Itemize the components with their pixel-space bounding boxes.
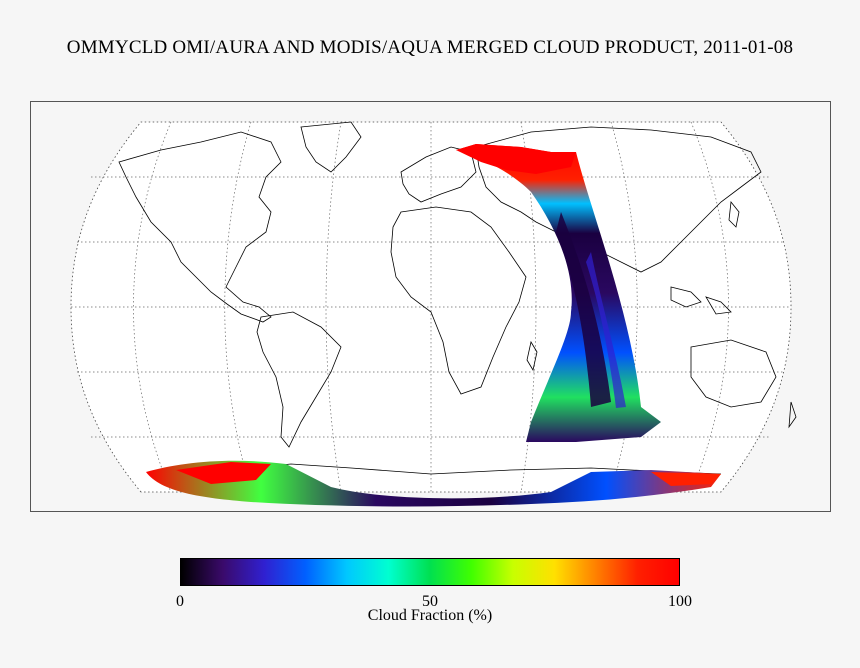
colorbar-tick-mid: 50 [422, 593, 438, 610]
world-map [70, 121, 797, 507]
map-title: OMMYCLD OMI/AURA AND MODIS/AQUA MERGED C… [66, 37, 794, 58]
cloud-swath [146, 144, 721, 507]
colorbar-tick-min: 0 [176, 593, 184, 610]
colorbar-tick-max: 100 [668, 593, 692, 610]
colorbar-label: Cloud Fraction (%) [367, 607, 493, 624]
map-panel [30, 101, 831, 512]
colorbar [180, 558, 680, 586]
